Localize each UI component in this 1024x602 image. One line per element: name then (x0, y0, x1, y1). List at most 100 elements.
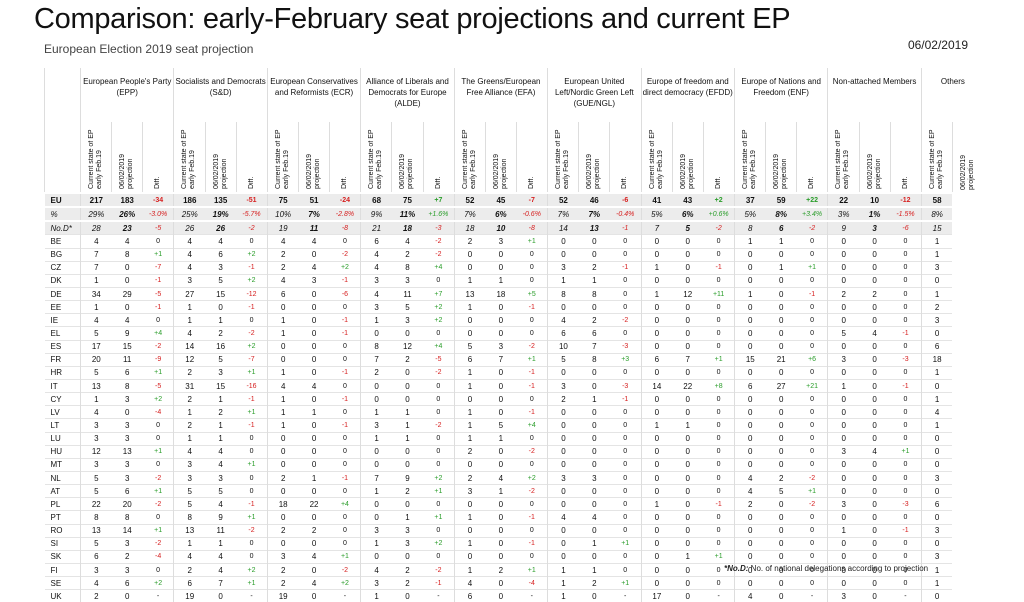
table-cell: 41 (640, 191, 673, 208)
table-cell: 0 (298, 562, 330, 577)
table-cell: 0 (733, 431, 766, 446)
table-cell: 45 (485, 191, 517, 208)
table-cell: 4 (733, 589, 766, 602)
table-cell: 1 (205, 313, 237, 327)
table-cell: 2 (111, 549, 143, 564)
table-cell: +2 (329, 576, 361, 590)
table-cell: 0 (609, 273, 642, 288)
column-header-projection: 06/02/2019 projection (297, 122, 330, 193)
table-cell: 4 (205, 234, 237, 249)
table-cell: -3 (890, 497, 922, 511)
table-cell: 2 (827, 286, 860, 301)
table-cell: 0 (859, 378, 891, 393)
table-cell: 0 (142, 234, 174, 249)
table-cell: 1 (79, 273, 112, 288)
table-cell: 0 (703, 339, 735, 354)
table-cell: 0 (266, 431, 299, 446)
table-cell: 0 (609, 497, 642, 511)
table-cell: 0 (329, 457, 361, 472)
table-cell: 0 (703, 273, 735, 288)
table-cell: 0 (423, 444, 455, 459)
column-header-label: 06/02/2019 projection (492, 153, 508, 189)
table-cell: 0 (920, 444, 953, 459)
table-cell: 19 (266, 220, 299, 235)
table-cell: 0 (765, 313, 797, 327)
table-cell: 0 (111, 405, 143, 419)
table-cell: +2 (423, 536, 455, 551)
country-row: LV 4 0 -4 1 2 +1 1 1 0 1 1 0 1 0 -1 0 0 0 0 0 0 0 0 0 0 0 0 4 (44, 405, 985, 419)
table-cell: 4 (111, 313, 143, 327)
table-cell: 0 (796, 523, 828, 538)
table-cell: 1 (391, 431, 424, 446)
table-cell: 3 (485, 234, 517, 249)
table-cell: 2 (733, 497, 766, 511)
table-cell: 0 (859, 352, 891, 367)
table-cell: 0 (547, 418, 579, 433)
row-label: UK (44, 589, 81, 602)
row-label: EL (44, 326, 81, 341)
table-cell: 6 (111, 365, 143, 380)
table-cell: 0 (765, 431, 797, 446)
table-cell: 0 (827, 510, 860, 525)
table-cell: +21 (796, 378, 828, 393)
table-cell: -1 (329, 392, 361, 406)
table-cell: 3 (827, 352, 860, 367)
group-header-row: European People's Party (EPP) Socialists … (44, 68, 984, 122)
table-cell: 2 (578, 260, 610, 275)
table-cell: 6 (640, 352, 673, 367)
row-label: CZ (44, 260, 81, 275)
table-cell: 3 (360, 273, 392, 288)
country-row: HR 5 6 +1 2 3 +1 1 0 -1 2 0 -2 1 0 -1 0 0 0 0 0 0 0 0 0 0 0 0 1 (44, 365, 985, 380)
table-cell: 6 (547, 326, 579, 341)
table-cell: 0 (890, 273, 922, 288)
table-cell: 0 (703, 444, 735, 459)
table-cell: 9 (391, 470, 424, 485)
table-cell: -1 (236, 260, 268, 275)
table-cell: 1 (453, 273, 486, 288)
column-header-label: 06/02/2019 projection (306, 153, 322, 189)
table-cell: 0 (423, 392, 455, 406)
row-label: DK (44, 273, 81, 288)
table-cell: +1 (236, 457, 268, 472)
table-cell: 0 (423, 457, 455, 472)
table-cell: 1 (547, 273, 579, 288)
table-cell: +2 (516, 470, 548, 485)
table-cell: 4 (578, 510, 610, 525)
table-cell: 0 (640, 536, 673, 551)
table-cell: 2 (453, 444, 486, 459)
table-cell: 0 (485, 392, 517, 406)
table-cell: 4 (920, 405, 953, 419)
table-cell: 1 (266, 326, 299, 341)
table-cell: 0 (329, 378, 361, 393)
page-subtitle: European Election 2019 seat projection (44, 42, 254, 56)
table-cell: +1 (142, 247, 174, 262)
column-header-current: Current state of EP early Feb.19 (266, 122, 299, 193)
table-cell: +1 (703, 549, 735, 564)
table-cell: 0 (672, 523, 704, 538)
column-header-label: 06/02/2019 projection (212, 153, 228, 189)
country-row: DE 34 29 -5 27 15 -12 6 0 -6 4 11 +7 13 18 +5 8 8 0 1 12 +11 1… (44, 286, 985, 301)
table-cell: 19 (173, 589, 206, 602)
table-cell: 0 (859, 576, 891, 590)
table-cell: 16 (205, 339, 237, 354)
table-cell: 0 (733, 273, 766, 288)
country-row: CZ 7 0 -7 4 3 -1 2 4 +2 4 8 +4 0 0 0 3 2 -1 1 0 -1 0 1 +1 0 0 0 3 (44, 260, 985, 275)
table-cell: 0 (640, 470, 673, 485)
table-cell: 0 (890, 470, 922, 485)
table-cell: 0 (453, 549, 486, 564)
table-cell: 6 (205, 247, 237, 262)
table-cell: 5% (640, 206, 673, 222)
table-cell: -6 (609, 191, 642, 208)
table-cell: -1 (236, 392, 268, 406)
table-cell: 2 (453, 234, 486, 249)
table-cell: - (890, 589, 922, 602)
row-label: EE (44, 300, 81, 314)
table-cell: 0 (890, 300, 922, 314)
table-cell: 0 (920, 273, 953, 288)
table-cell: -1 (329, 418, 361, 433)
group-header: European United Left/Nordic Green Left (… (547, 68, 642, 122)
table-cell: -2 (516, 444, 548, 459)
table-cell: 3 (298, 273, 330, 288)
table-cell: 0 (765, 418, 797, 433)
table-cell: 0 (859, 365, 891, 380)
